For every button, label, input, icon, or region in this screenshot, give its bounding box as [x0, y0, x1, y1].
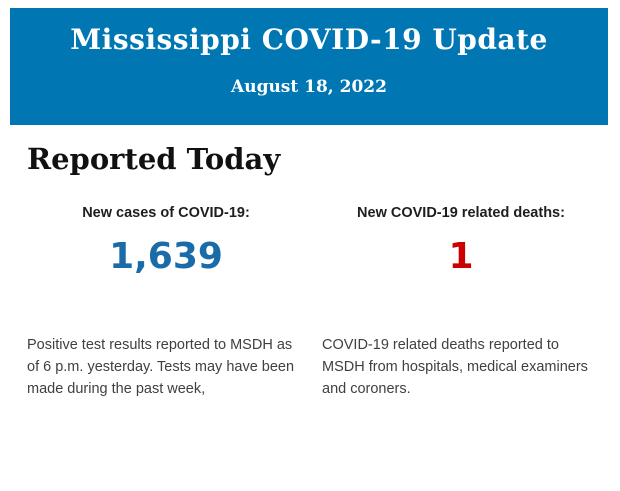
report-title: Mississippi COVID-19 Update — [70, 23, 548, 56]
new-deaths-description: COVID-19 related deaths reported to MSDH… — [322, 337, 588, 398]
stats-row: New cases of COVID-19: 1,639 Positive te… — [27, 205, 600, 401]
report-date: August 18, 2022 — [231, 76, 387, 97]
new-cases-label: New cases of COVID-19: — [82, 204, 250, 221]
new-deaths-value: 1 — [448, 235, 474, 277]
section-heading: Reported Today — [27, 142, 281, 176]
new-deaths-label: New COVID-19 related deaths: — [357, 204, 565, 221]
stat-column-new-cases: New cases of COVID-19: 1,639 Positive te… — [27, 205, 305, 401]
new-cases-description: Positive test results reported to MSDH a… — [27, 337, 295, 398]
new-cases-value: 1,639 — [109, 235, 223, 277]
stat-column-new-deaths: New COVID-19 related deaths: 1 COVID-19 … — [322, 205, 600, 401]
report-body: Reported Today New cases of COVID-19: 1,… — [0, 142, 620, 400]
header-banner: Mississippi COVID-19 Update August 18, 2… — [10, 8, 608, 125]
